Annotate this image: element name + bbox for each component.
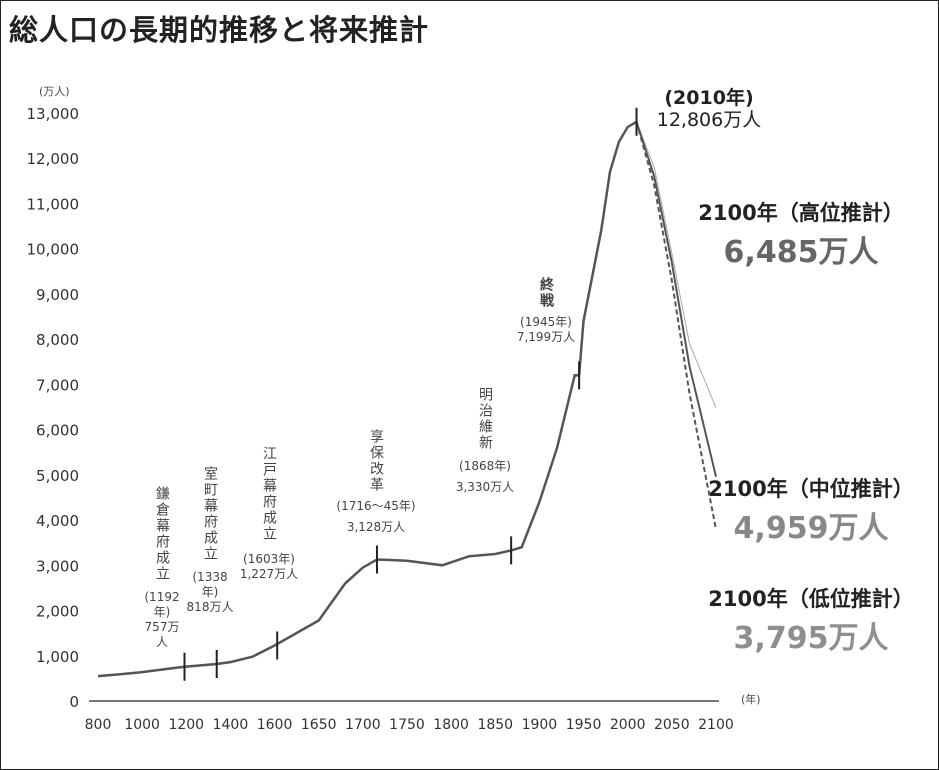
- y-tick-label: 4,000: [36, 512, 79, 530]
- annotation-edo: 江戸幕府成立 (1603年) 1,227万人: [239, 446, 299, 582]
- series-line-medium: [635, 121, 717, 477]
- y-tick-label: 7,000: [36, 376, 79, 394]
- annotation-muromachi: 室町幕府成立 (1338年) 818万人: [186, 466, 234, 615]
- x-tick-label: 800: [85, 717, 112, 733]
- projection-label: 2100年（高位推計）: [698, 201, 904, 225]
- x-tick-label: 2000: [610, 717, 646, 733]
- x-tick-label: 1800: [433, 717, 469, 733]
- y-tick-label: 5,000: [36, 467, 79, 485]
- annotation-year: (1338年): [192, 570, 228, 599]
- projection-value: 4,959万人: [733, 511, 889, 546]
- annotation-year: (1192年): [144, 590, 180, 619]
- x-tick-label: 2050: [654, 717, 690, 733]
- annotation-event: 室町幕府成立: [202, 466, 218, 562]
- annotation-year: (2010年): [664, 87, 754, 109]
- x-tick-label: 1000: [124, 717, 160, 733]
- y-tick-label: 9,000: [36, 286, 79, 304]
- x-tick-label: 1700: [345, 717, 381, 733]
- annotation-value: 12,806万人: [656, 109, 762, 131]
- y-tick-label: 13,000: [27, 105, 80, 123]
- y-tick-label: 2,000: [36, 603, 79, 621]
- annotation-meiji: 明治維新 (1868年) 3,330万人: [449, 387, 521, 495]
- annotation-peak: (2010年) 12,806万人: [649, 87, 769, 131]
- projection-label: 2100年（中位推計）: [708, 477, 914, 501]
- annotation-event: 江戸幕府成立: [261, 446, 277, 542]
- x-tick-label: 1650: [301, 717, 337, 733]
- annotation-year: (1716～45年): [336, 499, 416, 513]
- series-line-high: [636, 121, 717, 408]
- projection-label: 2100年（低位推計）: [708, 587, 914, 611]
- projection-low: 2100年（低位推計） 3,795万人: [691, 583, 931, 657]
- x-tick-label: 1400: [213, 717, 249, 733]
- annotation-kamakura: 鎌倉幕府成立 (1192年) 757万人: [139, 486, 185, 650]
- chart-title: 総人口の長期的推移と将来推計: [9, 13, 430, 47]
- projection-medium: 2100年（中位推計） 4,959万人: [691, 473, 931, 547]
- y-tick-label: 1,000: [36, 648, 79, 666]
- projection-value: 6,485万人: [723, 235, 879, 270]
- annotation-value: 3,330万人: [455, 480, 515, 494]
- y-tick-label: 12,000: [27, 150, 80, 168]
- y-tick-label: 3,000: [36, 557, 79, 575]
- y-tick-label: 6,000: [36, 422, 79, 440]
- projection-value: 3,795万人: [733, 621, 889, 656]
- annotation-kyoho: 享保改革 (1716～45年) 3,128万人: [331, 429, 421, 535]
- x-tick-label: 1200: [168, 717, 204, 733]
- annotation-event: 明治維新: [477, 387, 493, 451]
- y-tick-label: 8,000: [36, 331, 79, 349]
- annotation-year: (1603年): [243, 552, 295, 566]
- y-tick-label: 0: [69, 693, 79, 711]
- annotation-value: 7,199万人: [516, 330, 576, 344]
- x-tick-label: 1950: [566, 717, 602, 733]
- annotation-event: 享保改革: [368, 429, 384, 493]
- x-tick-label: 2100: [698, 717, 734, 733]
- annotation-value: 1,227万人: [239, 567, 299, 581]
- annotation-war-end: 終戦 (1945年) 7,199万人: [516, 277, 576, 345]
- annotation-event: 鎌倉幕府成立: [154, 486, 170, 582]
- series-line-actual: [97, 120, 638, 678]
- annotation-value: 818万人: [186, 600, 234, 614]
- x-axis-label: (年): [741, 692, 761, 706]
- annotation-event: 終戦: [538, 277, 554, 309]
- y-tick-label: 11,000: [27, 195, 80, 213]
- annotation-year: (1945年): [520, 315, 572, 329]
- y-tick-label: 10,000: [27, 241, 80, 259]
- x-tick-label: 1900: [522, 717, 558, 733]
- x-tick-label: 1750: [389, 717, 425, 733]
- series-line-low: [635, 121, 717, 530]
- annotation-year: (1868年): [459, 459, 511, 473]
- y-axis-label: (万人): [39, 85, 70, 98]
- projection-high: 2100年（高位推計） 6,485万人: [681, 197, 921, 271]
- annotation-value: 757万人: [144, 620, 180, 649]
- annotation-value: 3,128万人: [346, 520, 406, 534]
- x-tick-label: 1600: [257, 717, 293, 733]
- x-tick-label: 1850: [477, 717, 513, 733]
